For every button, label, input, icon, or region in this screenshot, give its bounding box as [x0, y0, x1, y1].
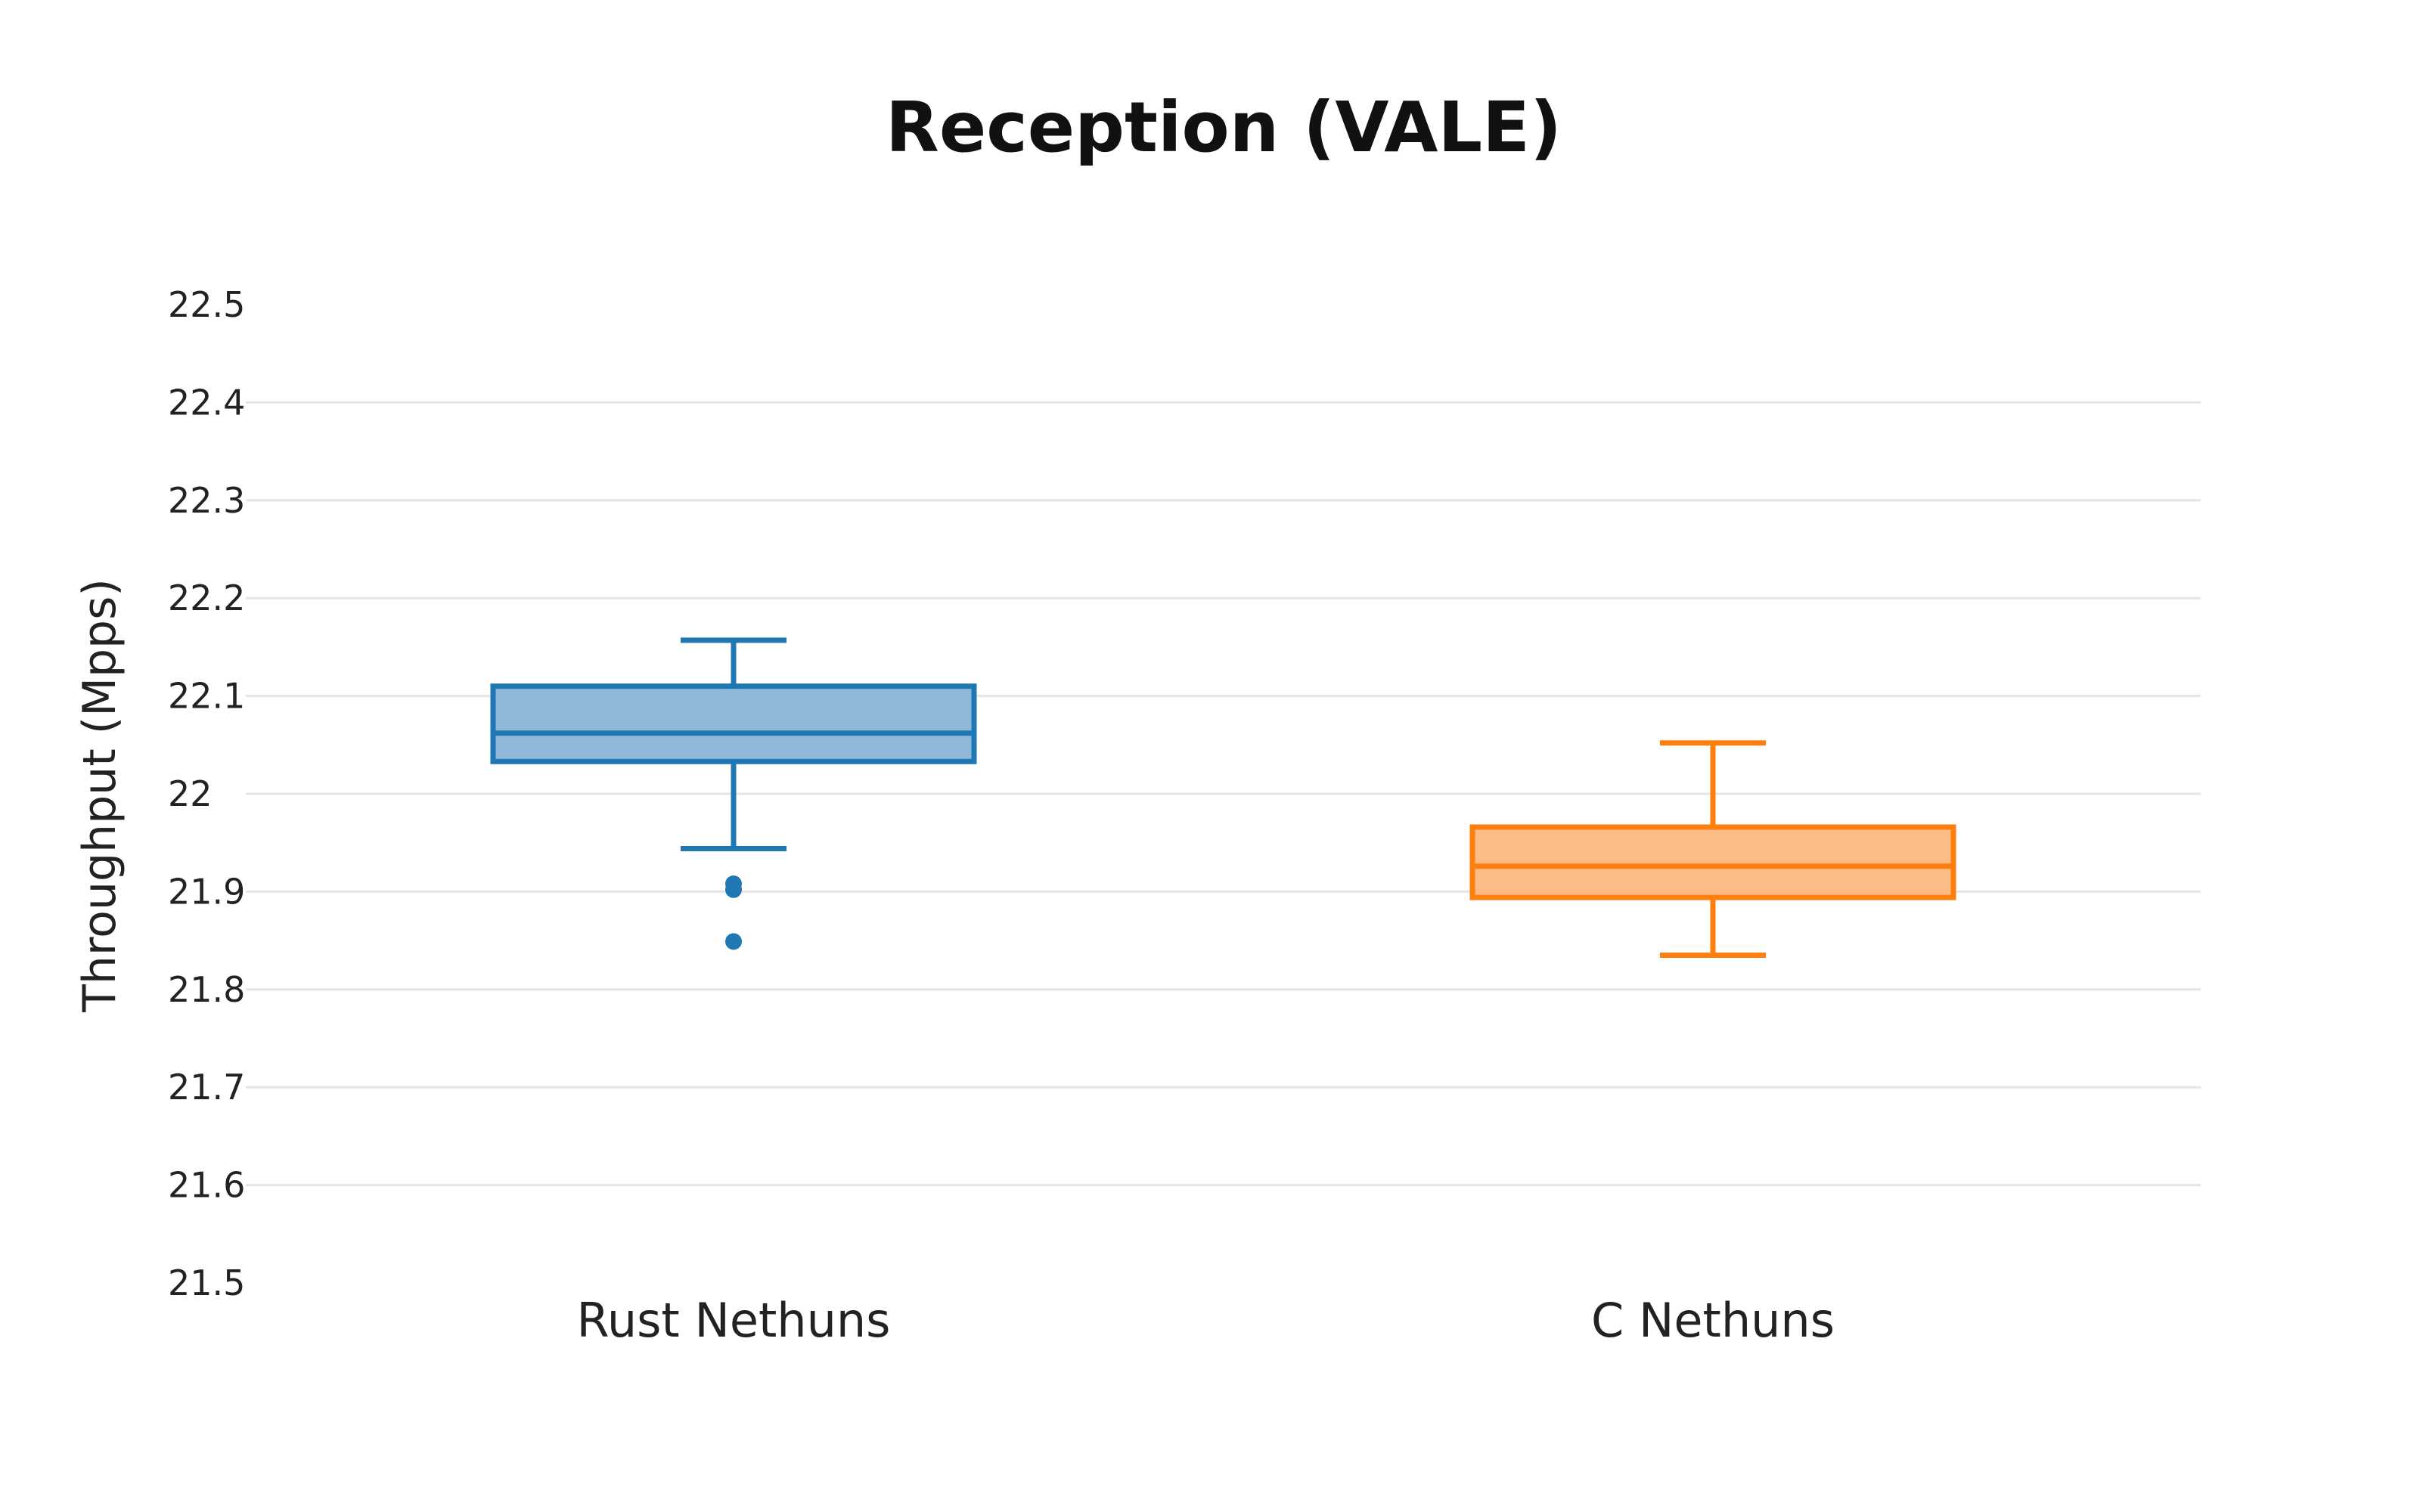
y-tick-label: 22.4: [168, 382, 245, 423]
y-tick-label: 21.6: [168, 1165, 245, 1206]
y-tick-label: 22.1: [168, 676, 245, 717]
x-axis-ticks: Rust Nethuns C Nethuns: [577, 1293, 1835, 1348]
y-tick-label: 22.2: [168, 578, 245, 618]
y-tick-label: 22: [168, 773, 213, 814]
interquartile-box: [1469, 824, 1956, 900]
y-tick-label: 21.5: [168, 1263, 245, 1303]
x-tick-label: Rust Nethuns: [577, 1293, 891, 1348]
outlier-point: [725, 881, 742, 898]
y-axis-label: Throughput (Mpps): [73, 578, 126, 1013]
box-rust-nethuns: [490, 637, 977, 950]
y-axis-ticks: 21.5 21.6 21.7 21.8 21.9 22 22.1 22.2 22.3 22.4 22…: [168, 284, 245, 1303]
box-c-nethuns: [1469, 740, 1956, 959]
y-tick-label: 21.8: [168, 969, 245, 1010]
outlier-point: [725, 933, 742, 950]
x-tick-label: C Nethuns: [1591, 1293, 1835, 1348]
y-tick-label: 22.3: [168, 480, 245, 521]
y-tick-label: 21.7: [168, 1067, 245, 1108]
interquartile-box: [490, 683, 977, 764]
chart-title: Reception (VALE): [886, 87, 1562, 168]
box-series: [490, 637, 1956, 959]
y-tick-label: 21.9: [168, 871, 245, 912]
grid-lines: [246, 401, 2201, 1187]
y-tick-label: 22.5: [168, 284, 245, 325]
